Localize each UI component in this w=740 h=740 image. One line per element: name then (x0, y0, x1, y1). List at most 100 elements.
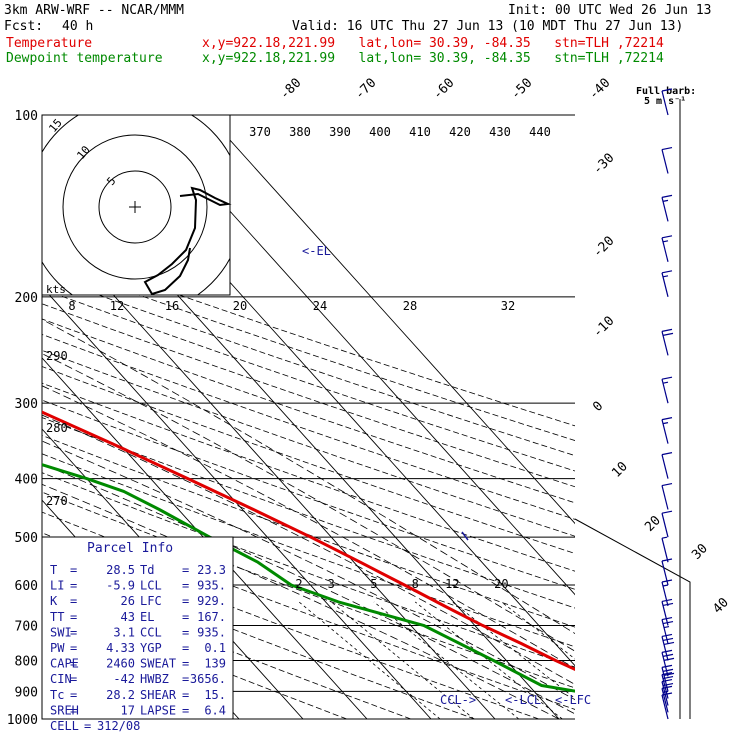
wind-barb-flag (661, 452, 673, 456)
wind-barb-half (662, 275, 669, 278)
level-annotation: <-LCL (505, 693, 541, 707)
isotherm-label: 40 (710, 595, 732, 617)
theta-label: 440 (529, 125, 551, 139)
parcel-param-name: Tc (50, 688, 64, 702)
parcel-param-value: 167. (197, 610, 226, 624)
wind-barb-flag (662, 637, 674, 642)
wind-barb-flag (661, 376, 673, 380)
moist-adiabat (42, 440, 575, 701)
parcel-param-value: 43 (121, 610, 135, 624)
hodograph-ring (62, 134, 208, 280)
theta-label: 380 (289, 125, 311, 139)
theta-side-label: 270 (46, 494, 68, 508)
wind-barb (661, 328, 674, 356)
wind-barb-half (662, 240, 669, 243)
isotherm-label: -60 (430, 76, 457, 103)
parcel-param-value: -5.9 (106, 579, 135, 593)
wind-barb-flag (661, 270, 673, 274)
speed-tick-label: 32 (501, 299, 515, 313)
wind-barb (661, 633, 675, 661)
pressure-label: 800 (15, 654, 38, 669)
parcel-param-value: 935. (197, 625, 226, 639)
parcel-param-name: K (50, 594, 58, 608)
parcel-param-value: 28.2 (106, 688, 135, 702)
isotherm-label: 30 (689, 541, 711, 563)
parcel-info-panel: Parcel Info T = 28.5 Td = 23.3 LI = -5.9 LCL = 935. K… (41, 536, 234, 733)
parcel-equals: = (70, 579, 77, 593)
parcel-equals: = (70, 688, 77, 702)
parcel-param-name: LCL (140, 579, 162, 593)
wind-barb-staff (661, 538, 669, 563)
parcel-equals: = (70, 610, 77, 624)
wind-barb-flag (661, 579, 673, 583)
parcel-equals: = (182, 641, 189, 655)
dry-adiabat (42, 575, 411, 719)
wind-barb-flag (661, 510, 673, 514)
parcel-cell-value: 312/08 (97, 719, 140, 733)
parcel-equals: = (182, 594, 189, 608)
parcel-param-value: 0.1 (204, 641, 226, 655)
parcel-param-value: 26 (121, 594, 135, 608)
pressure-label: 200 (15, 291, 38, 306)
wind-barb-flag (663, 641, 675, 646)
parcel-marker (461, 531, 469, 541)
wind-barb (661, 536, 669, 563)
isotherm-label: 10 (609, 459, 631, 481)
wind-barb-flag (661, 633, 673, 638)
wind-barb-flag (661, 598, 673, 603)
theta-label: 420 (449, 125, 471, 139)
wind-barbs: Full barb:5 m s⁻¹ (636, 86, 696, 720)
parcel-param-value: 4.33 (106, 641, 135, 655)
isotherm-line (42, 357, 368, 719)
wind-barb-staff (661, 149, 669, 174)
mixing-ratio-label: 20 (494, 577, 508, 591)
wind-barb (661, 692, 673, 720)
level-annotation: CCL-> (440, 693, 476, 707)
init-time: Init: 00 UTC Wed 26 Jun 13 (508, 3, 712, 18)
dry-adiabat (42, 333, 575, 520)
parcel-equals: = (182, 563, 189, 577)
wind-barb-half (662, 381, 669, 384)
valid-time: Valid: 16 UTC Thu 27 Jun 13 (10 MDT Thu … (292, 19, 684, 34)
pressure-label: 400 (15, 473, 38, 488)
mixing-ratio-label: 8 (412, 577, 419, 591)
hodograph-rings (42, 115, 230, 295)
isotherm-label: -40 (586, 76, 613, 103)
theta-label: 430 (489, 125, 511, 139)
parcel-param-name: LI (50, 579, 64, 593)
wind-barb (661, 417, 673, 444)
mixing-ratio-label: 2 (295, 577, 302, 591)
wind-barb-flag (661, 417, 673, 421)
parcel-param-value: 2460 (106, 657, 135, 671)
hodograph-units: kts (46, 283, 66, 296)
parcel-equals: = (182, 657, 189, 671)
parcel-param-value: 6.4 (204, 703, 226, 717)
parcel-param-value: 15. (204, 688, 226, 702)
wind-barb-flag (662, 602, 674, 607)
wind-barb-flag (661, 146, 673, 151)
wind-barb-flag (661, 692, 673, 696)
isotherm-label: -70 (352, 76, 379, 103)
parcel-param-name: CCL (140, 625, 162, 639)
wind-barb-flag (661, 88, 673, 92)
parcel-param-name: LFC (140, 594, 162, 608)
pressure-label: 1000 (7, 713, 38, 728)
dry-adiabat (42, 417, 575, 609)
dry-adiabat (42, 472, 575, 668)
forecast-label: Fcst: (4, 19, 44, 34)
wind-barb (661, 510, 673, 538)
parcel-equals: = (70, 703, 77, 717)
wind-barb-flag (662, 675, 674, 680)
wind-barb-staff (661, 90, 669, 116)
dry-adiabat (42, 349, 575, 537)
wind-barb-staff (661, 513, 669, 538)
speed-tick-label: 8 (68, 299, 75, 313)
wind-barb (661, 270, 673, 297)
parcel-equals: = (70, 641, 77, 655)
dry-adiabat (42, 259, 575, 441)
pressure-label: 500 (15, 531, 38, 546)
parcel-param-name: SWEAT (140, 657, 176, 671)
parcel-equals: = (84, 719, 91, 733)
plot-right-border (574, 518, 691, 719)
